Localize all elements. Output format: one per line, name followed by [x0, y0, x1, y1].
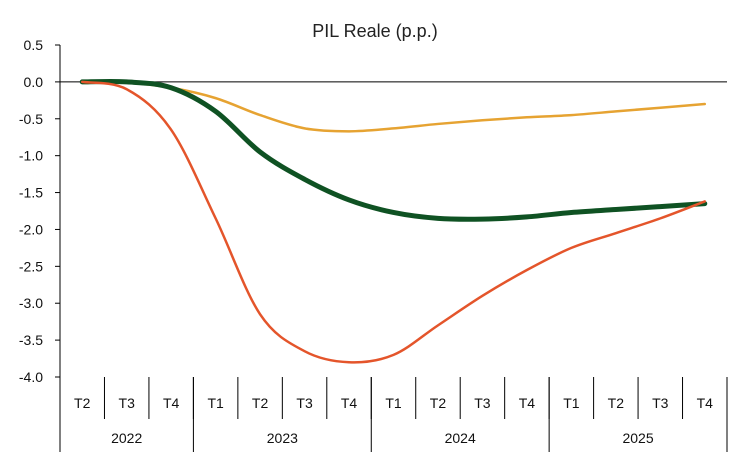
- series-layer: [79, 78, 708, 364]
- year-label: 2024: [445, 430, 476, 446]
- series-line-3: [80, 80, 707, 364]
- y-tick-label: -2.5: [19, 258, 43, 274]
- y-tick-label: -3.5: [19, 332, 43, 348]
- x-tick-label: T4: [163, 395, 180, 411]
- x-tick-label: T3: [296, 395, 313, 411]
- axis-labels: 0.5 0.0 -0.5 -1.0 -1.5 -2.0 -2.5 -3.0 -3.5 -4.0 T2…: [19, 37, 713, 446]
- year-label: 2023: [267, 430, 298, 446]
- x-tick-label: T2: [608, 395, 625, 411]
- x-tick-label: T4: [697, 395, 714, 411]
- axes: [55, 44, 728, 452]
- series-line-2: [79, 78, 708, 222]
- y-tick-label: -3.0: [19, 295, 43, 311]
- x-tick-label: T1: [385, 395, 402, 411]
- year-label: 2022: [111, 430, 142, 446]
- x-tick-label: T1: [563, 395, 580, 411]
- year-label: 2025: [622, 430, 653, 446]
- y-tick-label: -4.0: [19, 369, 43, 385]
- x-tick-label: T1: [207, 395, 224, 411]
- y-tick-label: -1.0: [19, 148, 43, 164]
- x-tick-label: T2: [430, 395, 447, 411]
- chart-title: PIL Reale (p.p.): [312, 21, 437, 41]
- x-tick-label: T3: [652, 395, 669, 411]
- x-tick-label: T4: [519, 395, 536, 411]
- y-tick-label: -0.5: [19, 111, 43, 127]
- x-tick-label: T2: [74, 395, 91, 411]
- x-tick-label: T2: [252, 395, 269, 411]
- y-tick-label: 0.5: [24, 37, 44, 53]
- x-tick-label: T3: [119, 395, 136, 411]
- y-tick-label: 0.0: [24, 74, 44, 90]
- y-tick-label: -1.5: [19, 185, 43, 201]
- y-tick-label: -2.0: [19, 221, 43, 237]
- x-tick-label: T4: [341, 395, 358, 411]
- x-tick-label: T3: [474, 395, 491, 411]
